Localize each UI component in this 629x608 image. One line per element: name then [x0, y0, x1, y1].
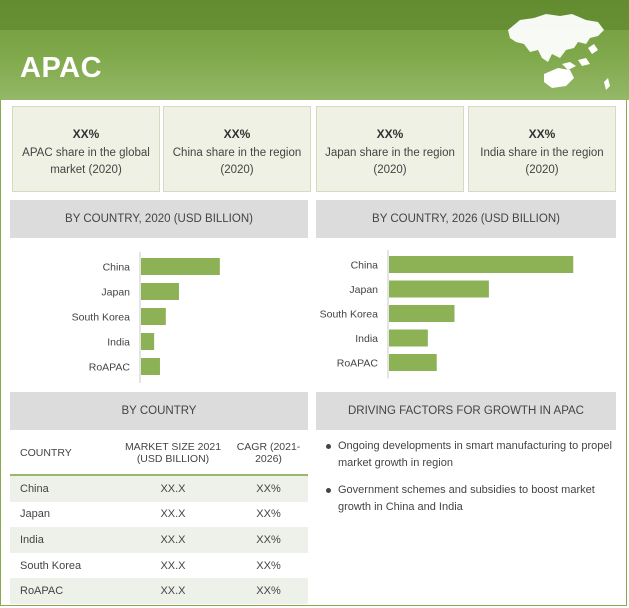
category-label: China: [351, 260, 379, 272]
page-title: APAC: [20, 52, 103, 84]
bar-south-korea: [141, 308, 166, 325]
stat-value: XX%: [72, 127, 100, 141]
col-header-country: COUNTRY: [10, 432, 117, 476]
bar-japan: [141, 283, 179, 300]
driving-factors: Ongoing developments in smart manufactur…: [322, 438, 612, 526]
table-row: Japan XX.X XX%: [10, 502, 308, 528]
bullet-icon: [326, 488, 331, 493]
bar-roapac: [141, 358, 160, 375]
bullet-icon: [326, 444, 331, 449]
stat-value: XX%: [223, 127, 251, 141]
cell-cagr: XX%: [229, 578, 308, 604]
chart-2020-svg: China Japan South Korea India RoAPAC: [72, 252, 220, 383]
chart-2020: China Japan South Korea India RoAPAC: [10, 240, 308, 386]
bar-india: [389, 329, 428, 347]
table-row: South Korea XX.X XX%: [10, 553, 308, 579]
category-label: India: [355, 333, 378, 345]
stat-china-share: XX% China share in the region (2020): [163, 106, 311, 192]
country-table: COUNTRY MARKET SIZE 2021 (USD BILLION) C…: [10, 432, 308, 604]
cell-cagr: XX%: [256, 508, 281, 521]
chart-2026-header: BY COUNTRY, 2026 (USD BILLION): [316, 200, 616, 238]
stat-japan-share: XX% Japan share in the region (2020): [316, 106, 464, 192]
stat-label: APAC share in the global market (2020): [22, 147, 150, 176]
cell-cagr: XX%: [229, 475, 308, 502]
cell-country: RoAPAC: [10, 578, 117, 604]
bar-roapac: [389, 354, 437, 371]
category-label: Japan: [349, 284, 378, 296]
table-row: India XX.X XX%: [10, 527, 308, 553]
stat-apac-share: XX% APAC share in the global market (202…: [12, 106, 160, 192]
bar-south-korea: [389, 305, 455, 322]
category-label: South Korea: [72, 312, 131, 324]
driver-text: Government schemes and subsidies to boos…: [338, 484, 595, 513]
stat-value: XX%: [376, 127, 404, 141]
cell-country: South Korea: [20, 559, 82, 572]
cell-cagr: XX%: [229, 527, 308, 553]
chart-2026: China Japan South Korea India RoAPAC: [316, 240, 616, 386]
category-label: RoAPAC: [337, 358, 379, 370]
category-label: India: [107, 337, 130, 349]
bar-japan: [389, 280, 489, 298]
table-row: China XX.X XX%: [10, 475, 308, 502]
category-label: Japan: [101, 287, 130, 299]
cell-cagr: XX%: [256, 559, 281, 572]
cell-market-size: XX.X: [117, 475, 229, 502]
asia-pacific-map-icon: [508, 14, 610, 90]
table-header-band: BY COUNTRY: [10, 392, 308, 430]
col-header-cagr: CAGR (2021-2026): [229, 432, 308, 476]
cell-country: India: [10, 527, 117, 553]
bar-china: [141, 258, 220, 275]
driver-item: Ongoing developments in smart manufactur…: [322, 438, 612, 472]
chart-2020-header: BY COUNTRY, 2020 (USD BILLION): [10, 200, 308, 238]
category-label: China: [103, 262, 131, 274]
cell-market-size: XX.X: [160, 559, 186, 572]
header-banner: APAC: [0, 0, 629, 100]
table-row: RoAPAC XX.X XX%: [10, 578, 308, 604]
col-header-market-size: MARKET SIZE 2021 (USD BILLION): [117, 432, 229, 476]
cell-market-size: XX.X: [160, 508, 186, 521]
bar-india: [141, 333, 155, 350]
cell-country: China: [10, 475, 117, 502]
stat-label: India share in the region (2020): [480, 147, 604, 176]
category-label: South Korea: [320, 309, 379, 321]
stat-india-share: XX% India share in the region (2020): [468, 106, 616, 192]
market-table: COUNTRY MARKET SIZE 2021 (USD BILLION) C…: [10, 432, 308, 604]
driver-text: Ongoing developments in smart manufactur…: [338, 440, 612, 469]
drivers-header-band: DRIVING FACTORS FOR GROWTH IN APAC: [316, 392, 616, 430]
chart-2026-svg: China Japan South Korea India RoAPAC: [320, 250, 574, 379]
cell-market-size: XX.X: [117, 527, 229, 553]
cell-country: Japan: [20, 508, 50, 521]
cell-market-size: XX.X: [117, 578, 229, 604]
driver-item: Government schemes and subsidies to boos…: [322, 482, 612, 516]
category-label: RoAPAC: [89, 362, 131, 374]
bar-china: [389, 256, 574, 273]
stat-label: Japan share in the region (2020): [325, 147, 455, 176]
stat-value: XX%: [528, 127, 556, 141]
stat-label: China share in the region (2020): [172, 147, 302, 176]
